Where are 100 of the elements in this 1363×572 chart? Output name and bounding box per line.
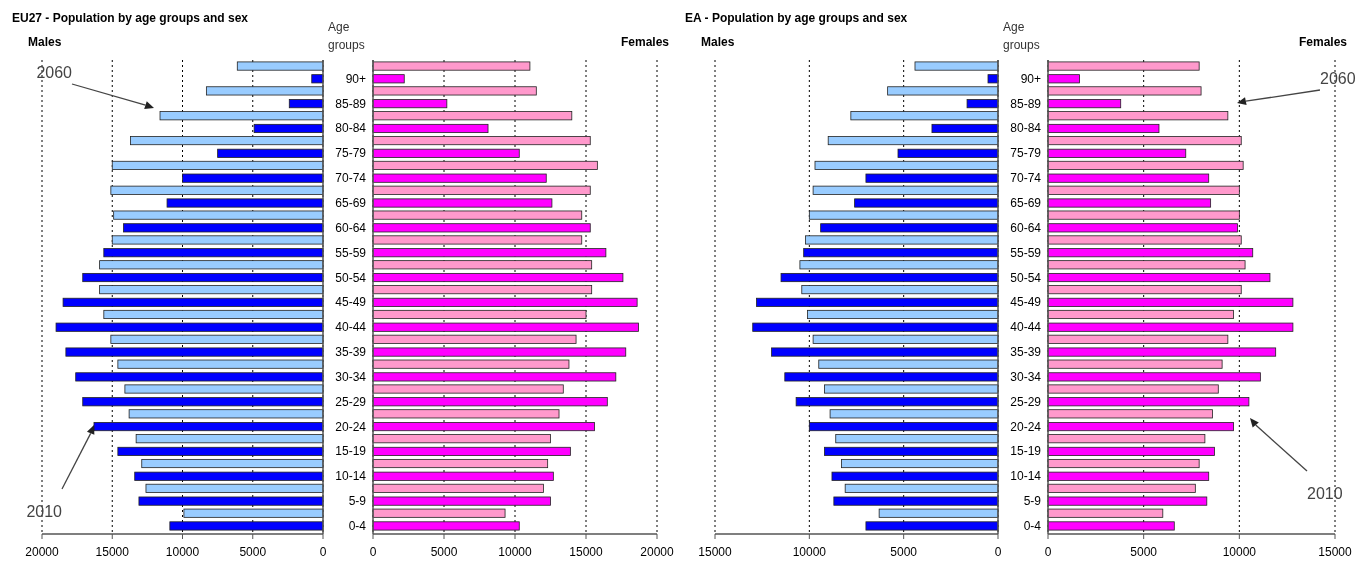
y-tick-label: 0-4 <box>1023 518 1042 533</box>
bar <box>124 384 324 394</box>
y-tick-label: 80-84 <box>1010 121 1042 136</box>
bar <box>166 198 324 208</box>
bar <box>111 160 324 170</box>
bar <box>372 434 551 444</box>
chart-title: EU27 - Population by age groups and sex <box>12 11 249 25</box>
y-tick-label: 10-14 <box>335 469 367 484</box>
bar <box>803 248 999 258</box>
bar <box>159 111 324 121</box>
y-tick-label: 20-24 <box>1010 419 1042 434</box>
bar <box>128 409 324 419</box>
bar <box>931 123 999 134</box>
y-tick-label: 90+ <box>345 71 366 86</box>
bar <box>99 260 324 270</box>
bar <box>1047 285 1242 295</box>
bar <box>123 223 324 233</box>
bar <box>1047 322 1294 332</box>
bar <box>818 359 999 369</box>
bar <box>372 160 598 170</box>
bar <box>1047 248 1254 258</box>
bar <box>1047 297 1294 307</box>
bar <box>1047 173 1210 183</box>
bar <box>372 74 405 84</box>
bar <box>1047 384 1219 394</box>
bar <box>1047 111 1229 121</box>
bar <box>169 521 324 531</box>
x-tick-label: 0 <box>319 545 327 559</box>
bar <box>82 272 324 283</box>
bar <box>1047 508 1164 518</box>
bar <box>808 422 999 432</box>
bar <box>372 409 560 419</box>
x-tick-label: 10000 <box>792 545 827 559</box>
y-tick-label: 25-29 <box>335 394 367 409</box>
bar <box>372 111 573 121</box>
bar <box>103 248 324 258</box>
x-tick-label: 5000 <box>1130 545 1158 559</box>
y-tick-label: 15-19 <box>1010 444 1042 459</box>
y-tick-label: 75-79 <box>335 146 367 161</box>
bar <box>135 434 324 444</box>
bar <box>145 483 324 493</box>
annotation: 2060 <box>1320 70 1356 87</box>
bar <box>1047 309 1234 320</box>
bar <box>134 471 324 481</box>
bar <box>217 148 324 158</box>
bar <box>311 74 324 84</box>
bar <box>865 521 999 531</box>
y-tick-label: 55-59 <box>1010 245 1042 260</box>
bar <box>372 198 553 208</box>
bar <box>288 99 324 109</box>
bar <box>55 322 324 332</box>
y-tick-label: 25-29 <box>1010 394 1042 409</box>
x-tick-label: 15000 <box>95 545 130 559</box>
bar <box>1047 99 1122 109</box>
bar <box>807 309 999 320</box>
y-tick-label: 90+ <box>1020 71 1041 86</box>
bar <box>141 458 324 469</box>
bar <box>372 334 577 344</box>
bar <box>372 99 448 109</box>
bar <box>1047 409 1213 419</box>
bar <box>914 61 999 71</box>
bar <box>1047 471 1210 481</box>
bar <box>1047 223 1238 233</box>
bar <box>1047 372 1261 382</box>
bar <box>1047 86 1202 96</box>
x-tick-label: 5000 <box>890 545 918 559</box>
x-tick-label: 20000 <box>25 545 60 559</box>
bar <box>372 136 591 146</box>
y-axis-title: Age groups <box>328 20 365 52</box>
x-tick-label: 0 <box>994 545 1002 559</box>
bar <box>372 235 583 245</box>
bar <box>372 285 593 295</box>
bar <box>1047 235 1242 245</box>
bar <box>372 248 607 258</box>
x-tick-label: 5000 <box>430 545 458 559</box>
y-tick-label: 0-4 <box>348 518 367 533</box>
bar <box>1047 434 1206 444</box>
y-tick-label: 75-79 <box>1010 146 1042 161</box>
bar <box>1047 347 1277 357</box>
bar <box>771 347 999 357</box>
bar <box>1047 422 1234 432</box>
bar <box>812 334 999 344</box>
bar <box>1047 446 1215 456</box>
bar <box>117 359 324 369</box>
bar <box>372 508 506 518</box>
bar <box>878 508 999 518</box>
x-tick-label: 20000 <box>640 545 675 559</box>
bar <box>130 136 324 146</box>
annotation: 2060 <box>36 64 73 81</box>
bar <box>62 297 324 307</box>
x-tick-label: 5000 <box>239 545 267 559</box>
x-tick-label: 10000 <box>165 545 200 559</box>
x-tick-label: 0 <box>369 545 377 559</box>
bar <box>1047 160 1244 170</box>
bar <box>372 458 549 469</box>
bar <box>756 297 999 307</box>
bar <box>103 309 324 320</box>
bar <box>99 285 324 295</box>
y-tick-label: 50-54 <box>335 270 367 285</box>
bar <box>854 198 999 208</box>
